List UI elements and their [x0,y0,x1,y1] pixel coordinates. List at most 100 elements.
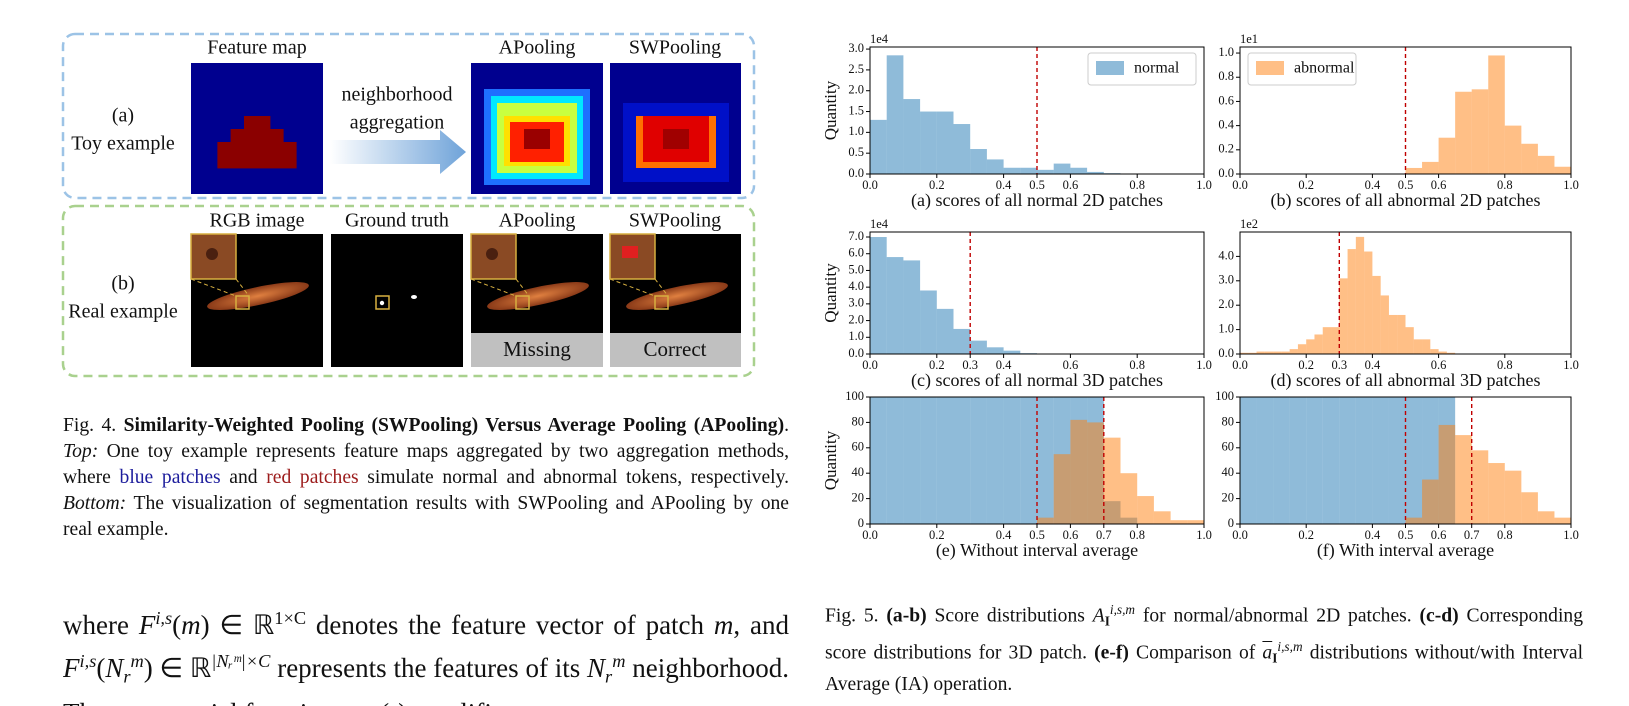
column-header: Feature map [207,37,306,59]
y-tick-label: 1.0 [848,329,864,343]
bar [1471,450,1489,524]
bar [1422,397,1439,524]
y-tick-label: 2.0 [848,312,864,326]
bar [1388,314,1398,354]
bar [1273,397,1290,524]
text-segment: I [1104,613,1110,629]
x-tick-label: 0.2 [1298,358,1314,372]
text-segment: Score distributions [926,605,1093,627]
bar [1020,397,1037,524]
x-axis-label: (c) scores of all normal 3D patches [911,370,1163,391]
x-tick-label: 0.5 [1029,528,1045,542]
bar [1264,351,1274,354]
x-tick-label: 0.6 [1063,178,1079,192]
text-segment: N [587,653,606,684]
x-tick-label: 0.7 [1464,528,1480,542]
text-segment: distributions without/with Interval Aver… [825,642,1584,695]
text-segment: ) ∈ ℝ [143,653,212,684]
bar [953,397,971,524]
bar [1372,275,1381,354]
text-segment: |Nᵣᵐ|×C [211,651,271,672]
bar [1314,334,1323,354]
x-tick-label: 0.7 [1096,528,1112,542]
text-segment: m [130,651,144,672]
bar [1306,397,1323,524]
bar [953,328,971,354]
y-tick-label: 2.0 [1218,297,1234,311]
bar [986,347,1004,354]
bar [886,55,904,174]
bar [1537,511,1555,524]
x-tick-label: 0.8 [1497,178,1513,192]
x-tick-label: 0.3 [1331,358,1347,372]
x-tick-label: 0.8 [1497,358,1513,372]
bar [920,397,937,524]
x-tick-label: 0.6 [1063,528,1079,542]
text-segment: (c-d) [1419,605,1459,627]
bar [1003,350,1021,354]
x-tick-label: 1.0 [1563,178,1579,192]
toy-frame [61,32,756,200]
bar [1521,143,1538,174]
bar [1355,236,1365,354]
bar [1322,327,1332,354]
x-tick-label: 0.4 [1365,178,1381,192]
x-tick-label: 0.0 [862,528,878,542]
bar [1388,397,1406,524]
bar [1281,351,1290,354]
text-segment: m [612,651,626,672]
x-tick-label: 0.0 [1232,528,1248,542]
bar [1037,169,1054,174]
legend-label: abnormal [1294,60,1355,77]
body-text: where Fi,s(m) ∈ ℝ1×C denotes the feature… [63,600,789,706]
x-axis-label: (a) scores of all normal 2D patches [911,190,1163,211]
bar [936,308,954,354]
y-tick-label: 60 [852,440,865,454]
arrow-label: aggregation [350,112,444,134]
text-segment: ( [96,653,106,684]
bar [1053,397,1071,524]
y-tick-label: 0 [858,516,864,530]
bar [970,340,987,354]
bar [1322,397,1340,524]
swpooling-toy [610,63,741,194]
text-segment: Fig. 4. [63,415,124,436]
y-tick-label: 1.0 [848,124,864,138]
bar [1554,517,1571,524]
bar [920,111,937,174]
column-header: RGB image [210,210,305,232]
bar [1372,397,1389,524]
bar [1446,352,1456,354]
text-segment: A [1092,605,1105,627]
bar [1413,339,1423,354]
text-segment: 1×C [274,608,307,628]
y-tick-label: 4.0 [848,279,864,293]
x-tick-label: 0.5 [1398,178,1414,192]
text-segment: Bottom: [63,493,127,514]
text-segment: I [1272,650,1278,666]
bar [1120,473,1138,524]
x-tick-label: 0.2 [1298,528,1314,542]
text-segment: ) ∈ ℝ [200,610,275,641]
x-axis-label: (f) With interval average [1317,540,1494,561]
feature-map [191,63,323,194]
bar [903,260,921,354]
x-tick-label: 0.0 [862,178,878,192]
bar [1289,349,1298,354]
bar [1256,397,1274,524]
figures: (a) Toy example Feature map APooling SWP… [61,32,1579,561]
bar [1003,397,1021,524]
y-tick-label: 2.5 [848,62,864,76]
y-tick-label: 0.0 [1218,166,1234,180]
bar [1422,161,1439,174]
text-segment: One toy example represents feature maps … [63,441,789,488]
bar [1187,520,1204,524]
text-segment: r [123,666,131,687]
bar [1297,344,1307,354]
real-label: (b) [111,273,134,295]
y-tick-label: 100 [1215,389,1234,403]
y-tick-label: 1.0 [1218,45,1234,59]
arrow-label: neighborhood [341,84,452,106]
text-segment: i,s [155,608,173,628]
